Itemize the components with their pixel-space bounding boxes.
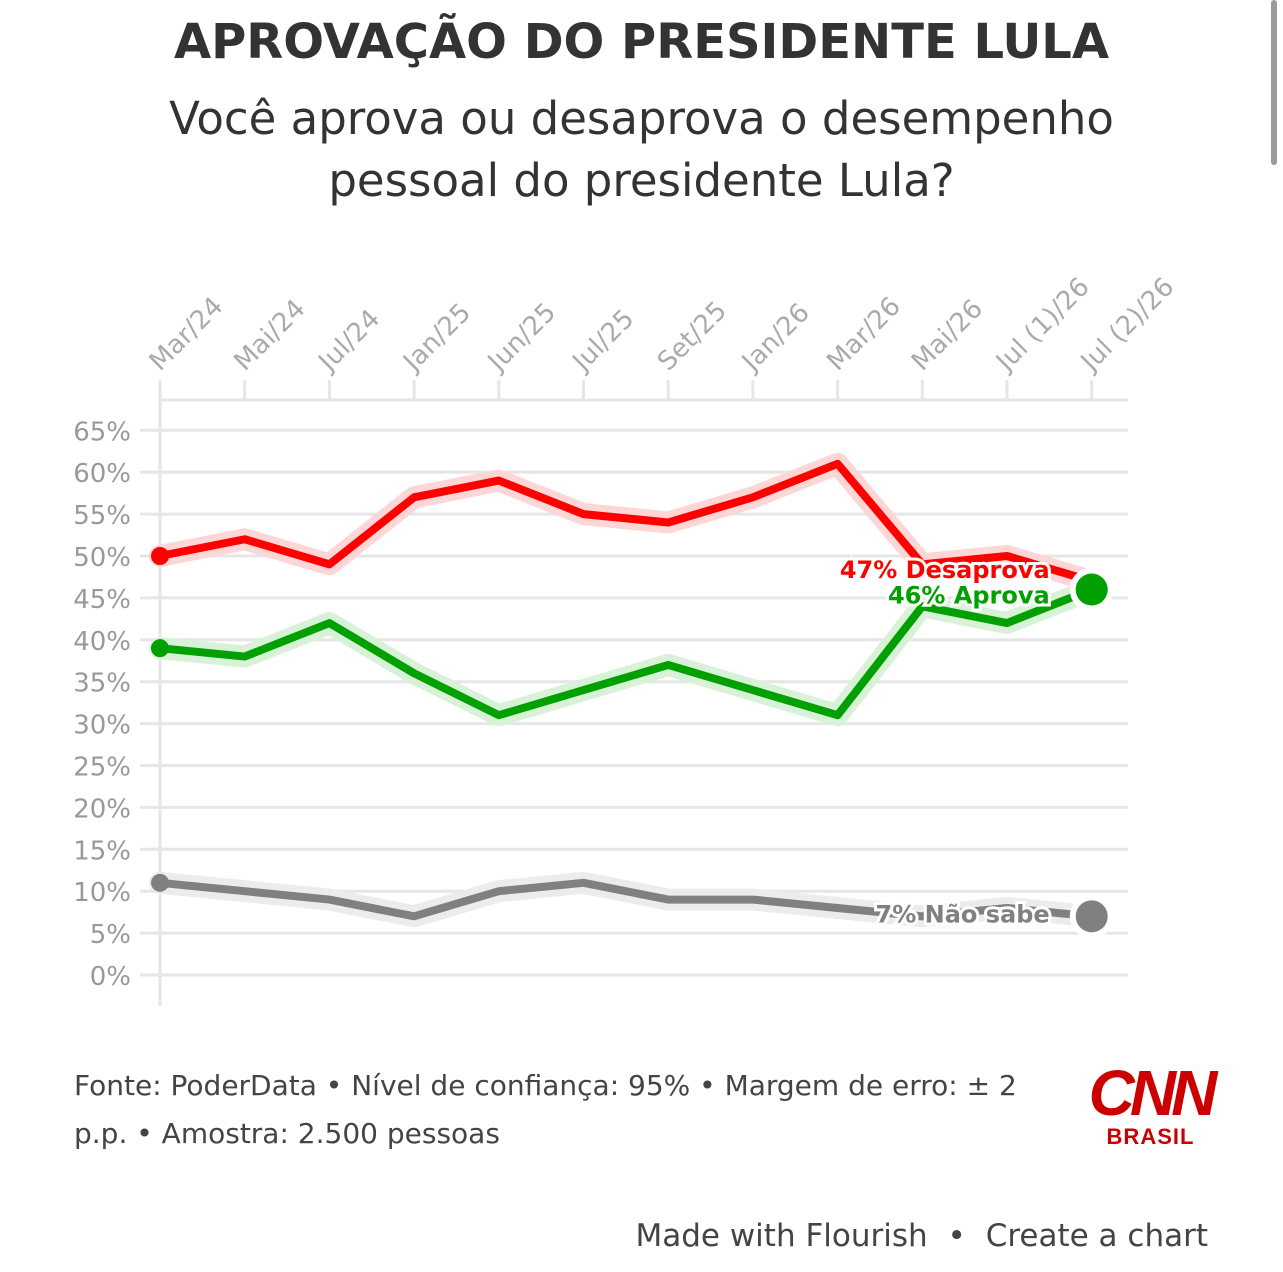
y-tick-label: 15% — [73, 836, 131, 866]
made-with-flourish-link[interactable]: Made with Flourish — [635, 1218, 928, 1254]
y-tick-label: 60% — [73, 459, 131, 489]
y-tick-label: 45% — [73, 585, 131, 615]
x-tick-label: Jun/25 — [481, 297, 562, 378]
y-tick-label: 50% — [73, 543, 131, 573]
cnn-logo-sub: BRASIL — [1106, 1124, 1195, 1149]
x-tick-label: Jul/25 — [566, 304, 640, 378]
flourish-attribution: Made with Flourish • Create a chart — [635, 1218, 1208, 1254]
series-lines — [149, 452, 1103, 928]
x-tick-label: Set/25 — [652, 296, 733, 377]
scrollbar-thumb[interactable] — [1271, 0, 1277, 165]
y-tick-label: 10% — [73, 878, 131, 908]
y-tick-label: 30% — [73, 711, 131, 741]
y-tick-label: 20% — [73, 794, 131, 824]
y-tick-label: 0% — [90, 962, 131, 992]
y-tick-label: 40% — [73, 627, 131, 657]
source-note: Fonte: PoderData • Nível de confiança: 9… — [74, 1069, 1017, 1150]
series-start-point[interactable] — [151, 639, 169, 658]
x-tick-label: Jan/25 — [396, 298, 477, 379]
series-line-2[interactable] — [156, 878, 1096, 921]
y-tick-label: 25% — [73, 753, 131, 783]
y-tick-label: 55% — [73, 501, 131, 531]
end-label: 46% Aprova — [888, 582, 1050, 610]
cnn-logo-mark: CNN — [1088, 1057, 1218, 1129]
series-start-point[interactable] — [151, 873, 169, 892]
x-tick-label: Mar/24 — [144, 291, 229, 376]
y-tick-label: 5% — [90, 920, 131, 950]
x-tick-label: Jul (1)/26 — [989, 272, 1095, 378]
chart-subtitle: Você aprova ou desaprova o desempenho pe… — [169, 92, 1114, 207]
y-axis: 65% 60% 55% 50% 45% 40% 35% 30% 25% 20% 15% 10% 5% 0% — [73, 417, 131, 992]
x-tick-label: Mar/26 — [821, 291, 906, 376]
chart-title: APROVAÇÃO DO PRESIDENTE LULA — [173, 14, 1110, 70]
x-tick-label: Mai/24 — [228, 294, 311, 377]
x-axis: Mar/24 Mai/24 Jul/24 Jan/25 Jun/25 Jul/25 Set/… — [144, 272, 1181, 378]
series-line-0[interactable] — [156, 459, 1096, 586]
end-point[interactable] — [1075, 573, 1108, 606]
line-chart: Mar/24 Mai/24 Jul/24 Jan/25 Jun/25 Jul/25 Set/… — [73, 272, 1181, 1006]
create-chart-link[interactable]: Create a chart — [985, 1218, 1208, 1254]
y-tick-label: 35% — [73, 669, 131, 699]
x-tick-label: Jan/26 — [735, 298, 816, 379]
x-tick-label: Jul/24 — [312, 304, 386, 378]
attribution-separator: • — [947, 1218, 966, 1254]
end-label: 47% Desaprova — [840, 556, 1050, 584]
end-point[interactable] — [1075, 900, 1108, 933]
y-tick-label: 65% — [73, 417, 131, 447]
series-start-point[interactable] — [151, 547, 169, 565]
cnn-brasil-logo: CNN BRASIL — [1088, 1057, 1218, 1149]
x-tick-label: Mai/26 — [906, 294, 989, 377]
end-label: 7% Não sabe — [876, 900, 1050, 928]
series-line-1[interactable] — [156, 585, 1096, 720]
